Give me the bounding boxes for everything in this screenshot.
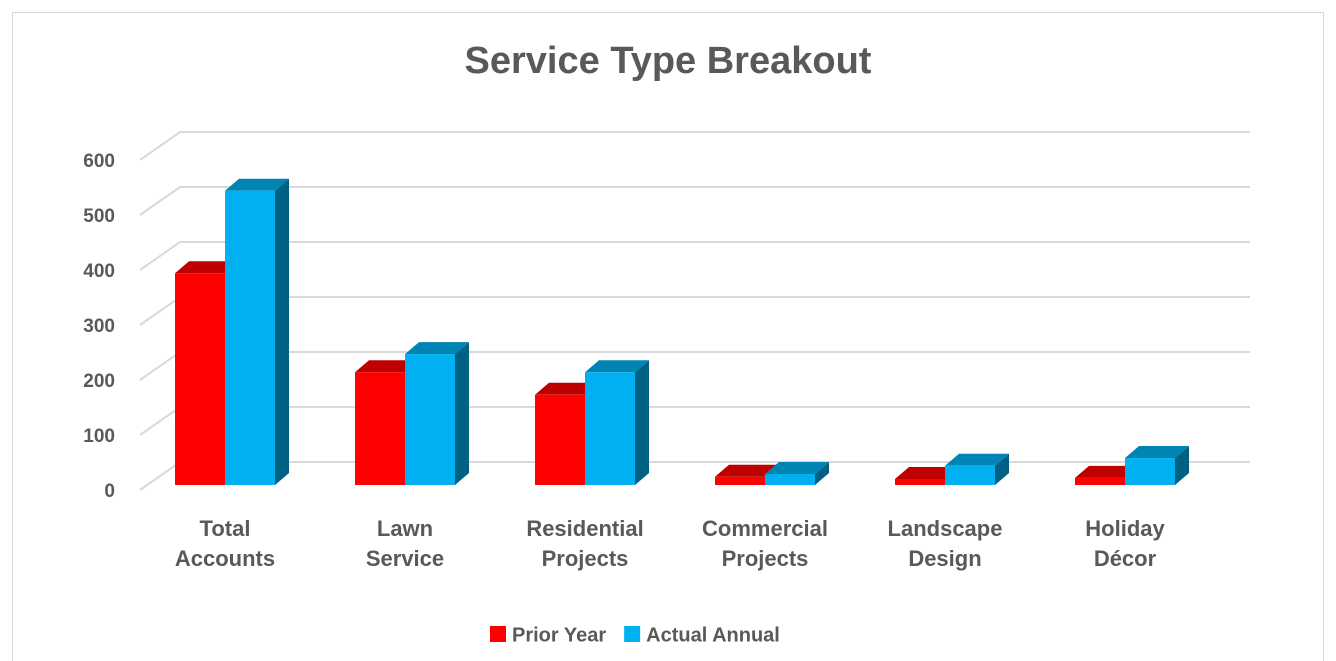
y-tick-label: 600 (83, 151, 115, 172)
bar (585, 360, 649, 485)
bar-face (175, 261, 239, 274)
bar-face (455, 342, 469, 485)
bar-face (175, 273, 225, 485)
x-tick-label: Lawn Service (365, 516, 445, 571)
bar (1125, 446, 1189, 485)
bar-face (895, 478, 945, 485)
bar (945, 453, 1009, 485)
grid-line (139, 351, 1250, 381)
bar-face (1125, 458, 1175, 485)
legend-swatch (490, 626, 506, 642)
grid-line (139, 241, 1250, 271)
y-tick-label: 100 (83, 426, 115, 447)
bar-face (765, 474, 815, 485)
bar-face (355, 360, 419, 373)
bar-face (1075, 477, 1125, 485)
grid-line (139, 296, 1250, 326)
bar-face (535, 394, 585, 485)
bar (225, 178, 289, 485)
bar-face (765, 462, 829, 474)
bar-face (815, 462, 829, 485)
bar-face (355, 372, 405, 485)
bar-face (1175, 446, 1189, 485)
bar-face (715, 476, 765, 485)
bar-face (405, 342, 469, 355)
x-tick-label: Holiday Décor (1085, 516, 1165, 571)
y-tick-label: 0 (104, 481, 115, 502)
bar-face (275, 178, 289, 485)
bar-face (225, 178, 289, 191)
bar-face (405, 354, 455, 485)
bar-face (585, 360, 649, 373)
legend-swatch (624, 626, 641, 642)
y-tick-label: 400 (83, 261, 115, 282)
grid-line (139, 131, 1250, 161)
x-tick-label: Landscape Design (887, 516, 1003, 571)
y-tick-label: 500 (83, 206, 115, 227)
y-tick-label: 300 (83, 316, 115, 337)
bar-face (895, 466, 959, 479)
chart-frame (12, 12, 1324, 661)
legend-label: Actual Annual (646, 624, 780, 646)
bar-face (225, 190, 275, 485)
bar-face (995, 453, 1009, 485)
x-tick-label: Residential Projects (526, 516, 644, 571)
legend-label: Prior Year (512, 624, 606, 646)
grid-line (139, 186, 1250, 216)
x-tick-label: Total Accounts (174, 516, 276, 571)
bar-face (1125, 446, 1189, 459)
bar-face (1075, 465, 1139, 478)
bar-face (535, 382, 599, 395)
grid-line (139, 406, 1250, 436)
bar-face (715, 464, 779, 477)
bar-face (945, 453, 1009, 466)
bar-face (945, 465, 995, 485)
bar-face (635, 360, 649, 485)
bar-face (585, 372, 635, 485)
chart-title: Service Type Breakout (465, 40, 872, 82)
bar (765, 462, 829, 485)
bar (405, 342, 469, 485)
x-tick-label: Commercial Projects (702, 516, 828, 571)
y-tick-label: 200 (83, 371, 115, 392)
